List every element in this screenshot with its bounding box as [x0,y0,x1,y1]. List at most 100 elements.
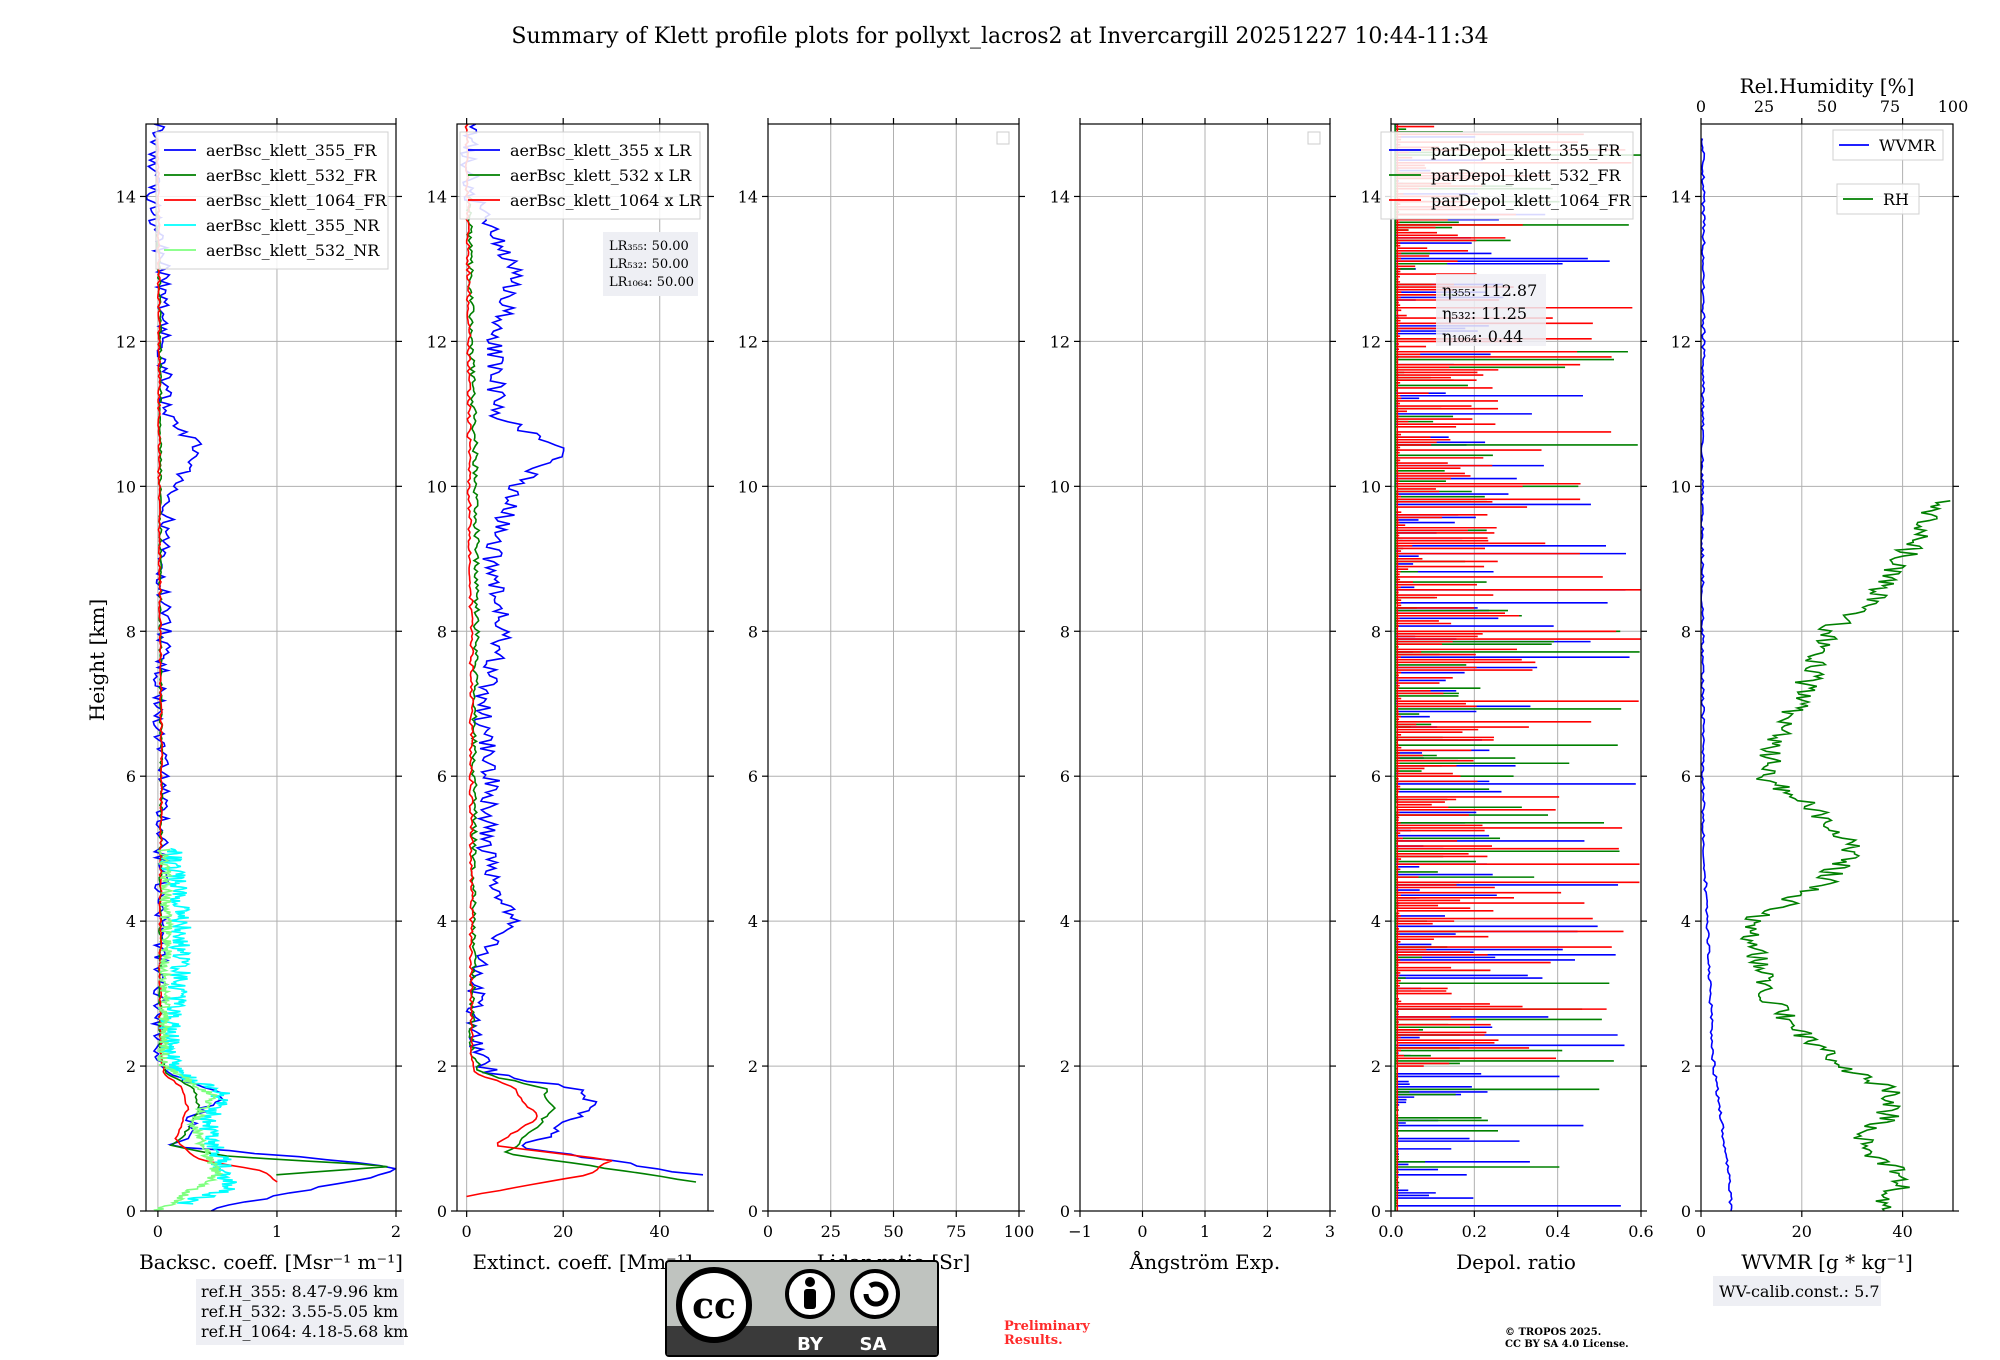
y-tick-label-lr: 12 [738,332,758,351]
y-tick-label-bsc: 10 [116,477,136,496]
axes-frame-depol [1390,123,1642,1212]
legend-label-WVMR: WVMR [1879,136,1936,155]
x-tick-label-depol: 0.2 [1462,1222,1487,1241]
y-tick-label-lr: 0 [748,1202,758,1221]
y-tick-label-depol: 4 [1371,912,1381,931]
cc-logo-icon [676,1267,752,1343]
legend-label-depol: parDepol_klett_1064_FR [1431,191,1632,210]
x-axis-label-wv: WVMR [g * kg⁻¹] [1741,1250,1913,1274]
copyright-line-2: CC BY SA 4.0 License. [1505,1339,1629,1350]
y-tick-label-depol: 8 [1371,622,1381,641]
eta-box [1436,274,1546,346]
x-tick-label-ae: −1 [1068,1222,1092,1241]
y-tick-label-bsc: 0 [126,1202,136,1221]
eta-label: η₁₀₆₄: 0.44 [1442,327,1523,346]
y-tick-label-wv: 0 [1681,1202,1691,1221]
x-tick-label-depol: 0.6 [1628,1222,1653,1241]
legend-label-bsc: aerBsc_klett_355_NR [206,216,380,235]
y-tick-label-depol: 14 [1361,187,1381,206]
empty-legend-lr [996,131,1010,145]
top-x-tick-label-wv: 50 [1817,97,1837,116]
y-tick-label-depol: 12 [1361,332,1381,351]
legend-label-depol: parDepol_klett_532_FR [1431,166,1622,185]
legend-label-ext: aerBsc_klett_1064 x LR [510,191,702,210]
series-group-bsc [146,124,396,1211]
y-tick-label-bsc: 12 [116,332,136,351]
y-tick-label-ext: 4 [437,912,447,931]
y-tick-label-ext: 14 [427,187,447,206]
legend-label-bsc: aerBsc_klett_1064_FR [206,191,388,210]
x-axis-label-ext: Extinct. coeff. [Mm⁻¹] [472,1250,692,1274]
y-tick-label-bsc: 14 [116,187,136,206]
lidar-ratio-box [603,232,698,296]
cc-license-badge: cc BY SA [665,1260,939,1357]
ref-height-label: ref.H_532: 3.55-5.05 km [201,1302,398,1321]
y-tick-label-wv: 10 [1671,477,1691,496]
y-tick-label-depol: 0 [1371,1202,1381,1221]
x-tick-label-lr: 75 [946,1222,966,1241]
ref-height-box [196,1279,404,1345]
x-tick-label-wv: 0 [1696,1222,1706,1241]
lidar-ratio-label: LR₅₃₂: 50.00 [609,257,689,272]
series-group-ext [459,124,704,1198]
legend-label-ext: aerBsc_klett_355 x LR [510,141,692,160]
y-tick-label-bsc: 2 [126,1057,136,1076]
series-RH [1739,500,1951,1211]
legend-label-RH: RH [1883,190,1909,209]
wv-calib-box [1713,1276,1881,1306]
series-parDepol_klett_1064_FR [1396,124,1641,1211]
by-person-head [805,1277,815,1287]
series-parDepol_klett_532_FR [1394,124,1641,1211]
axes-frame-ext [456,123,709,1212]
y-tick-label-bsc: 6 [126,767,136,786]
y-tick-label-ext: 8 [437,622,447,641]
top-x-tick-label-wv: 25 [1754,97,1774,116]
legend-label-depol: parDepol_klett_355_FR [1431,141,1622,160]
y-tick-label-ae: 14 [1050,187,1070,206]
y-tick-label-ext: 0 [437,1202,447,1221]
y-tick-label-lr: 4 [748,912,758,931]
eta-label: η₃₅₅: 112.87 [1442,281,1537,300]
y-tick-label-depol: 10 [1361,477,1381,496]
x-tick-label-ae: 3 [1325,1222,1335,1241]
series-aerBsc_klett_532 x LR [465,195,697,1183]
eta-label: η₅₃₂: 11.25 [1442,304,1527,323]
series-aerBsc_klett_355_NR [158,847,237,1205]
x-tick-label-ae: 1 [1200,1222,1210,1241]
by-person-body [804,1289,816,1309]
y-tick-label-depol: 2 [1371,1057,1381,1076]
top-x-tick-label-wv: 100 [1938,97,1969,116]
y-tick-label-ae: 6 [1060,767,1070,786]
y-tick-label-lr: 8 [748,622,758,641]
y-tick-label-lr: 14 [738,187,758,206]
x-tick-label-bsc: 0 [153,1222,163,1241]
cc-logo-text: cc [692,1285,736,1327]
y-tick-label-ae: 0 [1060,1202,1070,1221]
copyright-line-1: © TROPOS 2025. [1505,1327,1601,1338]
sa-share-icon [850,1269,900,1319]
top-x-tick-label-wv: 75 [1880,97,1900,116]
series-aerBsc_klett_1064 x LR [464,124,613,1198]
y-tick-label-ae: 8 [1060,622,1070,641]
legend-box-depol [1380,131,1634,220]
panel-lr: 025507510002468101214Lidar ratio [Sr] [738,118,1034,1274]
y-tick-label-wv: 8 [1681,622,1691,641]
x-tick-label-ae: 2 [1262,1222,1272,1241]
series-aerBsc_klett_532_NR [153,848,224,1211]
y-tick-label-depol: 6 [1371,767,1381,786]
x-tick-label-depol: 0.4 [1545,1222,1570,1241]
x-tick-label-bsc: 1 [272,1222,282,1241]
y-tick-label-wv: 12 [1671,332,1691,351]
y-tick-label-wv: 14 [1671,187,1691,206]
series-group-depol [1394,124,1641,1211]
lidar-ratio-label: LR₃₅₅: 50.00 [609,239,689,254]
sa-arrow-icon [863,1281,889,1307]
lidar-ratio-label: LR₁₀₆₄: 50.00 [609,275,694,290]
x-tick-label-ext: 40 [650,1222,670,1241]
y-tick-label-ext: 2 [437,1057,447,1076]
legend-label-bsc: aerBsc_klett_355_FR [206,141,377,160]
x-axis-label-bsc: Backsc. coeff. [Msr⁻¹ m⁻¹] [139,1250,403,1274]
x-tick-label-lr: 25 [821,1222,841,1241]
